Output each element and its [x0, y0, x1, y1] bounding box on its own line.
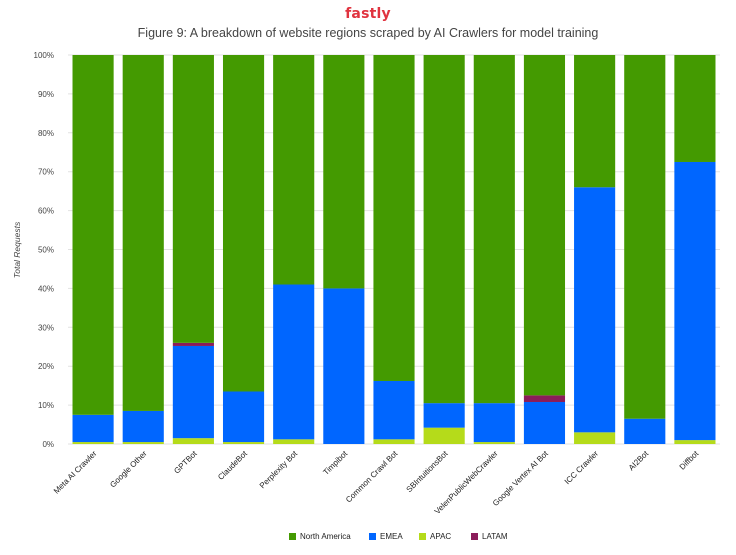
legend-item: APAC [419, 532, 451, 541]
bar-segment-north-america [523, 55, 566, 396]
bar-segment-apac [373, 439, 415, 444]
x-axis-labels: Meta AI Crawler Google Other GPTBot ClaudeB… [52, 449, 701, 516]
y-axis-label: Total Requests [12, 221, 22, 278]
bar-segment-north-america [222, 55, 265, 392]
bar-stack [373, 55, 415, 444]
bar-segment-north-america [373, 55, 415, 381]
bar-segment-latam [172, 342, 214, 346]
y-axis-ticks: 0% 10% 20% 30% 40% 50% 60% 70% 80% 90% 100% [34, 51, 54, 449]
bar-segment-emea [523, 401, 566, 444]
legend-label: EMEA [380, 532, 403, 541]
chart-title: Figure 9: A breakdown of website regions… [137, 26, 599, 40]
x-tick-label: Diffbot [678, 449, 701, 472]
x-tick-label: SBIntuitionsBot [405, 449, 451, 495]
bar-segment-apac [72, 442, 114, 444]
bar-segment-north-america [122, 55, 164, 411]
legend-swatch [289, 533, 296, 540]
legend-swatch [419, 533, 426, 540]
legend-item: EMEA [369, 532, 403, 541]
y-tick-label: 40% [38, 284, 54, 293]
bar-stack [473, 55, 515, 444]
bar-segment-apac [473, 442, 515, 444]
bar-stack [674, 55, 716, 444]
brand-logo: fastly [345, 6, 391, 22]
x-tick-label: Meta AI Crawler [52, 449, 99, 496]
bar-segment-emea [122, 410, 164, 443]
bar-segment-emea [674, 161, 716, 441]
bar-segment-emea [574, 187, 616, 433]
bar-stack [273, 55, 315, 444]
x-tick-label: Perplexity Bot [258, 449, 300, 491]
x-tick-label: ICC Crawler [563, 449, 600, 486]
bar-segment-apac [273, 439, 315, 444]
bar-segment-apac [172, 438, 214, 444]
bar-segment-north-america [624, 55, 666, 419]
bar-stack [423, 55, 465, 444]
bar-segment-latam [523, 395, 566, 402]
x-tick-label: Google Other [108, 449, 149, 490]
bar-segment-emea [373, 380, 415, 440]
x-tick-label: AI2Bot [627, 449, 651, 473]
bar-stack [624, 55, 666, 444]
x-tick-label: GPTBot [172, 449, 199, 476]
bar-segment-north-america [423, 55, 465, 404]
y-tick-label: 80% [38, 129, 54, 138]
legend-item: LATAM [471, 532, 508, 541]
x-tick-label: ClaudeBot [216, 449, 249, 482]
y-tick-label: 20% [38, 362, 54, 371]
bar-segment-north-america [172, 55, 214, 343]
y-tick-label: 70% [38, 168, 54, 177]
bar-segment-emea [222, 391, 265, 443]
bar-segment-emea [323, 288, 365, 444]
legend-label: LATAM [482, 532, 508, 541]
y-tick-label: 0% [42, 440, 54, 449]
bar-stack [72, 55, 114, 444]
x-tick-label: Timpibot [321, 449, 349, 477]
bar-segment-north-america [574, 55, 616, 188]
y-tick-label: 100% [34, 51, 54, 60]
bar-stack [172, 55, 214, 444]
bar-segment-emea [273, 284, 315, 440]
legend: North America EMEA APAC LATAM [289, 532, 508, 541]
bar-segment-emea [473, 403, 515, 443]
bar-segment-emea [423, 403, 465, 428]
bar-segment-apac [222, 442, 265, 444]
legend-label: APAC [430, 532, 451, 541]
bar-segment-emea [72, 414, 114, 443]
y-tick-label: 30% [38, 323, 54, 332]
y-tick-label: 60% [38, 207, 54, 216]
legend-swatch [369, 533, 376, 540]
legend-label: North America [300, 532, 351, 541]
bar-segment-north-america [323, 55, 365, 289]
bar-segment-emea [624, 418, 666, 444]
bar-groups [72, 55, 716, 444]
bar-stack [323, 55, 365, 444]
y-tick-label: 10% [38, 401, 54, 410]
bar-segment-apac [574, 432, 616, 444]
legend-swatch [471, 533, 478, 540]
y-tick-label: 90% [38, 90, 54, 99]
bar-stack [523, 55, 566, 444]
bar-stack [574, 55, 616, 444]
x-tick-label: Google Vertex AI Bot [491, 449, 550, 508]
bar-segment-emea [172, 345, 214, 439]
bar-segment-apac [423, 427, 465, 444]
legend-item: North America [289, 532, 351, 541]
bar-segment-north-america [273, 55, 315, 285]
bar-segment-north-america [674, 55, 716, 162]
bar-segment-north-america [72, 55, 114, 415]
y-tick-label: 50% [38, 246, 54, 255]
bar-stack [222, 55, 265, 444]
bar-stack [122, 55, 164, 444]
bar-segment-apac [122, 442, 164, 444]
bar-segment-north-america [473, 55, 515, 404]
bar-segment-apac [674, 440, 716, 444]
x-tick-label: Common Crawl Bot [344, 449, 400, 505]
